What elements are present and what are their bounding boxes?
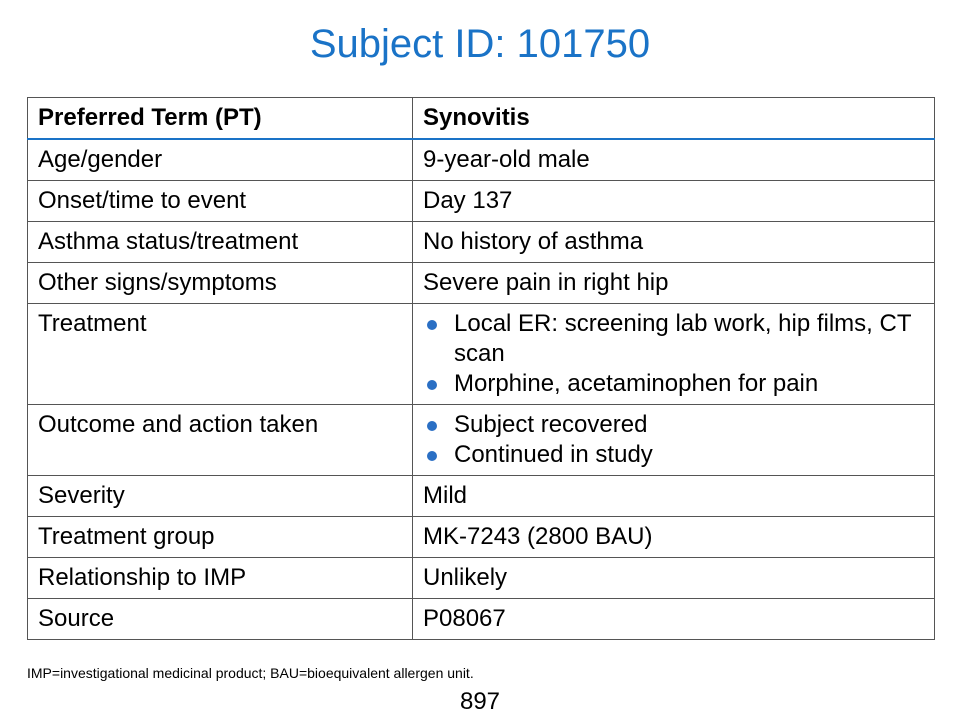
bullet-item: Subject recovered bbox=[423, 410, 924, 440]
footnote: IMP=investigational medicinal product; B… bbox=[27, 665, 474, 681]
bullet-dot-icon bbox=[427, 451, 437, 461]
row-value: Severe pain in right hip bbox=[412, 262, 935, 304]
row-label: Severity bbox=[27, 475, 413, 517]
row-label: Onset/time to event bbox=[27, 180, 413, 222]
row-value-list: Subject recovered Continued in study bbox=[412, 404, 935, 476]
row-value: Mild bbox=[412, 475, 935, 517]
page-title: Subject ID: 101750 bbox=[309, 22, 651, 66]
row-value: No history of asthma bbox=[412, 221, 935, 263]
row-label: Relationship to IMP bbox=[27, 557, 413, 599]
table-header-row: Preferred Term (PT) Synovitis bbox=[27, 97, 935, 140]
row-label: Outcome and action taken bbox=[27, 404, 413, 476]
bullet-text: Subject recovered bbox=[454, 411, 648, 438]
table-row: Severity Mild bbox=[27, 475, 935, 517]
table-row: Age/gender 9-year-old male bbox=[27, 138, 935, 181]
table-row: Treatment group MK-7243 (2800 BAU) bbox=[27, 516, 935, 558]
row-value: P08067 bbox=[412, 598, 935, 640]
table-row: Relationship to IMP Unlikely bbox=[27, 557, 935, 599]
row-value: MK-7243 (2800 BAU) bbox=[412, 516, 935, 558]
bullet-text: Continued in study bbox=[454, 441, 653, 468]
row-value: 9-year-old male bbox=[412, 138, 935, 181]
row-label: Treatment bbox=[27, 303, 413, 405]
row-value: Unlikely bbox=[412, 557, 935, 599]
row-label: Source bbox=[27, 598, 413, 640]
table-row: Asthma status/treatment No history of as… bbox=[27, 221, 935, 263]
row-label: Treatment group bbox=[27, 516, 413, 558]
bullet-item: Morphine, acetaminophen for pain bbox=[423, 369, 924, 399]
bullet-dot-icon bbox=[427, 421, 437, 431]
subject-details-table: Preferred Term (PT) Synovitis Age/gender… bbox=[27, 97, 935, 640]
table-row: Treatment Local ER: screening lab work, … bbox=[27, 303, 935, 405]
row-label: Other signs/symptoms bbox=[27, 262, 413, 304]
bullet-item: Continued in study bbox=[423, 440, 924, 470]
row-value: Day 137 bbox=[412, 180, 935, 222]
bullet-text: Local ER: screening lab work, hip films,… bbox=[454, 310, 912, 367]
header-value: Synovitis bbox=[412, 97, 935, 140]
bullet-text: Morphine, acetaminophen for pain bbox=[454, 370, 819, 397]
bullet-dot-icon bbox=[427, 320, 437, 330]
page-number: 897 bbox=[459, 688, 501, 715]
row-label: Age/gender bbox=[27, 138, 413, 181]
table-row: Outcome and action taken Subject recover… bbox=[27, 404, 935, 476]
table-row: Onset/time to event Day 137 bbox=[27, 180, 935, 222]
row-value-list: Local ER: screening lab work, hip films,… bbox=[412, 303, 935, 405]
table-row: Source P08067 bbox=[27, 598, 935, 640]
bullet-item: Local ER: screening lab work, hip films,… bbox=[423, 309, 924, 369]
bullet-list: Local ER: screening lab work, hip films,… bbox=[423, 309, 924, 399]
table-row: Other signs/symptoms Severe pain in righ… bbox=[27, 262, 935, 304]
bullet-dot-icon bbox=[427, 380, 437, 390]
header-label: Preferred Term (PT) bbox=[27, 97, 413, 140]
row-label: Asthma status/treatment bbox=[27, 221, 413, 263]
bullet-list: Subject recovered Continued in study bbox=[423, 410, 924, 470]
